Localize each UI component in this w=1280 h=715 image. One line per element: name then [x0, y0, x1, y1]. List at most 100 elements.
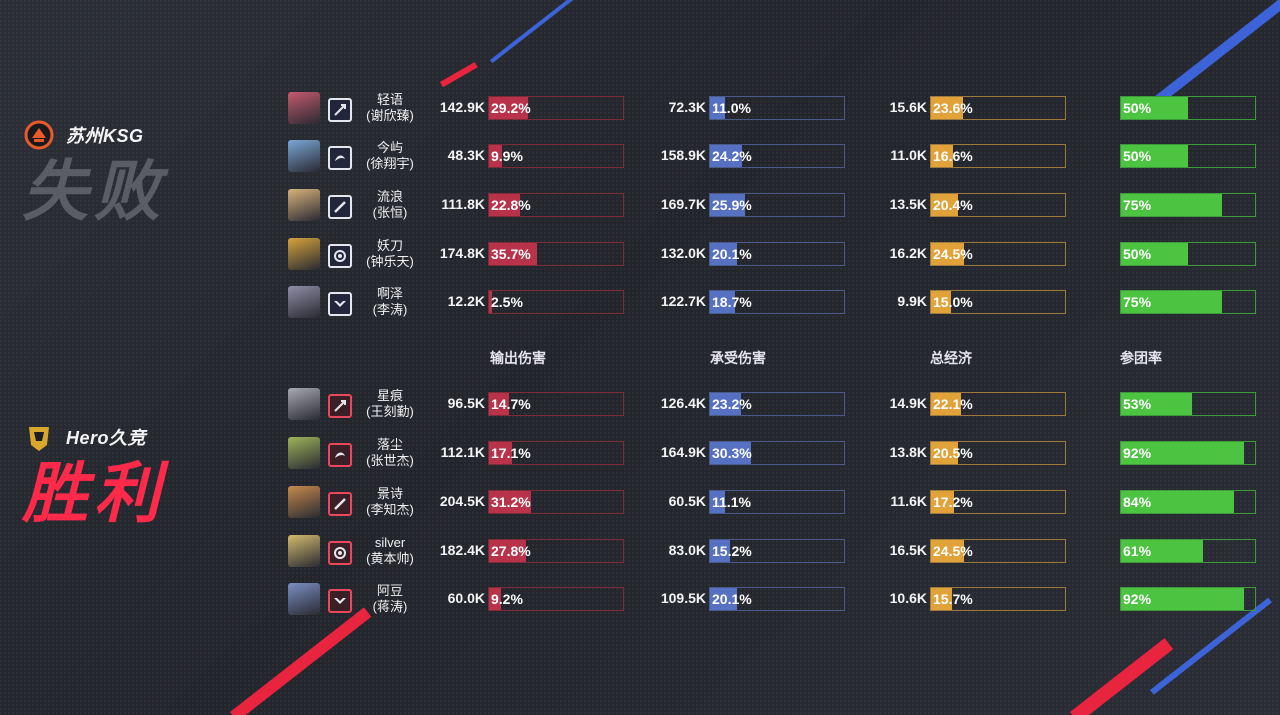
taken-percent: 11.0% — [712, 100, 751, 116]
damage-value: 112.1K — [440, 444, 485, 460]
support-role-icon — [328, 292, 352, 316]
taken-bar-fill — [710, 540, 730, 562]
hero-avatar — [288, 92, 320, 124]
gold-bar: 24.5% — [930, 242, 1066, 266]
gold-stat: 16.2K 24.5% — [890, 242, 1066, 266]
gold-percent: 20.4% — [933, 197, 973, 213]
taken-value: 164.9K — [660, 444, 706, 460]
gold-percent: 17.2% — [933, 494, 973, 510]
player-name: 流浪 (张恒) — [358, 189, 422, 221]
player-nickname: 流浪 — [376, 189, 403, 204]
player-name: 妖刀 (钟乐天) — [358, 238, 422, 270]
hero-avatar — [288, 140, 320, 172]
taken-bar: 30.3% — [709, 441, 845, 465]
taken-percent: 30.3% — [712, 445, 752, 461]
taken-bar-fill — [710, 491, 725, 513]
kp-stat: 50% — [1120, 242, 1256, 266]
damage-stat: 182.4K 27.8% — [440, 539, 624, 563]
hero-avatar — [288, 535, 320, 567]
damage-value: 142.9K — [439, 99, 485, 115]
kp-bar-fill — [1121, 243, 1188, 265]
taken-percent: 11.1% — [712, 494, 751, 510]
gold-percent: 16.6% — [933, 148, 973, 164]
marksman-role-icon — [328, 98, 352, 122]
damage-percent: 27.8% — [491, 543, 531, 559]
gold-percent: 15.0% — [933, 294, 973, 310]
player-name: 星痕 (王刻勤) — [358, 388, 422, 420]
kp-bar: 50% — [1120, 144, 1256, 168]
taken-value: 132.0K — [660, 245, 706, 261]
player-name: 落尘 (张世杰) — [358, 437, 422, 469]
kp-stat: 50% — [1120, 144, 1256, 168]
kp-stat: 50% — [1120, 96, 1256, 120]
damage-percent: 14.7% — [491, 396, 531, 412]
gold-bar-fill — [931, 491, 954, 513]
taken-bar-fill — [710, 243, 737, 265]
gold-stat: 11.6K 17.2% — [890, 490, 1066, 514]
taken-value: 83.0K — [668, 542, 706, 558]
gold-bar: 20.4% — [930, 193, 1066, 217]
taken-bar: 20.1% — [709, 587, 845, 611]
damage-stat: 204.5K 31.2% — [440, 490, 624, 514]
taken-value: 72.3K — [668, 99, 706, 115]
gold-bar-fill — [931, 393, 961, 415]
team-bottom: Hero久竞 胜利 — [22, 420, 166, 526]
kp-stat: 53% — [1120, 392, 1256, 416]
player-nickname: 轻语 — [376, 92, 403, 107]
damage-value: 48.3K — [447, 147, 485, 163]
gold-percent: 24.5% — [933, 246, 973, 262]
damage-bar-fill — [489, 588, 501, 610]
decor-stripe — [1070, 638, 1174, 715]
player-nickname: 星痕 — [376, 388, 403, 403]
gold-stat: 16.5K 24.5% — [890, 539, 1066, 563]
gold-stat: 15.6K 23.6% — [890, 96, 1066, 120]
taken-bar-fill — [710, 145, 742, 167]
gold-bar: 15.7% — [930, 587, 1066, 611]
player-name: 阿豆 (蒋涛) — [358, 583, 422, 615]
damage-value: 12.2K — [447, 293, 485, 309]
gold-bar: 20.5% — [930, 441, 1066, 465]
taken-stat: 83.0K 15.2% — [669, 539, 845, 563]
damage-percent: 9.9% — [491, 148, 523, 164]
gold-value: 13.8K — [889, 444, 927, 460]
hero-avatar — [288, 437, 320, 469]
gold-value: 10.6K — [889, 590, 927, 606]
player-realname: (蒋涛) — [372, 599, 408, 614]
player-name: 今屿 (徐翔宇) — [358, 140, 422, 172]
damage-bar: 9.2% — [488, 587, 624, 611]
support-role-icon — [328, 589, 352, 613]
gold-stat: 14.9K 22.1% — [890, 392, 1066, 416]
gold-bar-fill — [931, 442, 958, 464]
taken-bar: 20.1% — [709, 242, 845, 266]
taken-percent: 25.9% — [712, 197, 752, 213]
damage-bar-fill — [489, 540, 526, 562]
gold-bar: 22.1% — [930, 392, 1066, 416]
taken-value: 158.9K — [660, 147, 706, 163]
player-realname: (钟乐天) — [366, 254, 414, 269]
gold-bar: 15.0% — [930, 290, 1066, 314]
player-nickname: 妖刀 — [376, 238, 403, 253]
taken-bar-fill — [710, 442, 751, 464]
kp-bar: 61% — [1120, 539, 1256, 563]
team-top: 苏州KSG 失败 — [22, 118, 166, 224]
gold-bar: 24.5% — [930, 539, 1066, 563]
decor-stripe — [230, 607, 372, 715]
kp-percent: 61% — [1123, 543, 1152, 559]
kp-bar-fill — [1121, 145, 1188, 167]
damage-bar: 14.7% — [488, 392, 624, 416]
damage-percent: 2.5% — [491, 294, 523, 310]
player-realname: (谢欣臻) — [366, 108, 414, 123]
marksman-role-icon — [328, 394, 352, 418]
kp-stat: 75% — [1120, 193, 1256, 217]
taken-stat: 109.5K 20.1% — [661, 587, 845, 611]
taken-percent: 15.2% — [712, 543, 752, 559]
decor-stripe — [440, 62, 478, 88]
damage-percent: 22.8% — [491, 197, 531, 213]
gold-value: 11.6K — [890, 493, 927, 509]
hero-avatar — [288, 286, 320, 318]
damage-bar: 27.8% — [488, 539, 624, 563]
kp-stat: 61% — [1120, 539, 1256, 563]
kp-percent: 50% — [1123, 100, 1152, 116]
damage-bar: 35.7% — [488, 242, 624, 266]
